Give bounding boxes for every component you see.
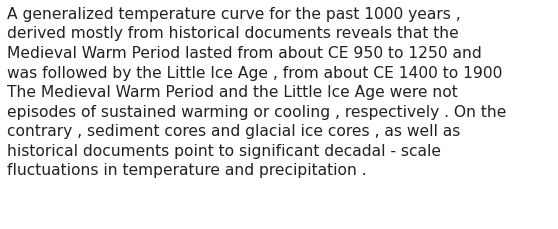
Text: A generalized temperature curve for the past 1000 years ,
derived mostly from hi: A generalized temperature curve for the …	[7, 7, 506, 178]
